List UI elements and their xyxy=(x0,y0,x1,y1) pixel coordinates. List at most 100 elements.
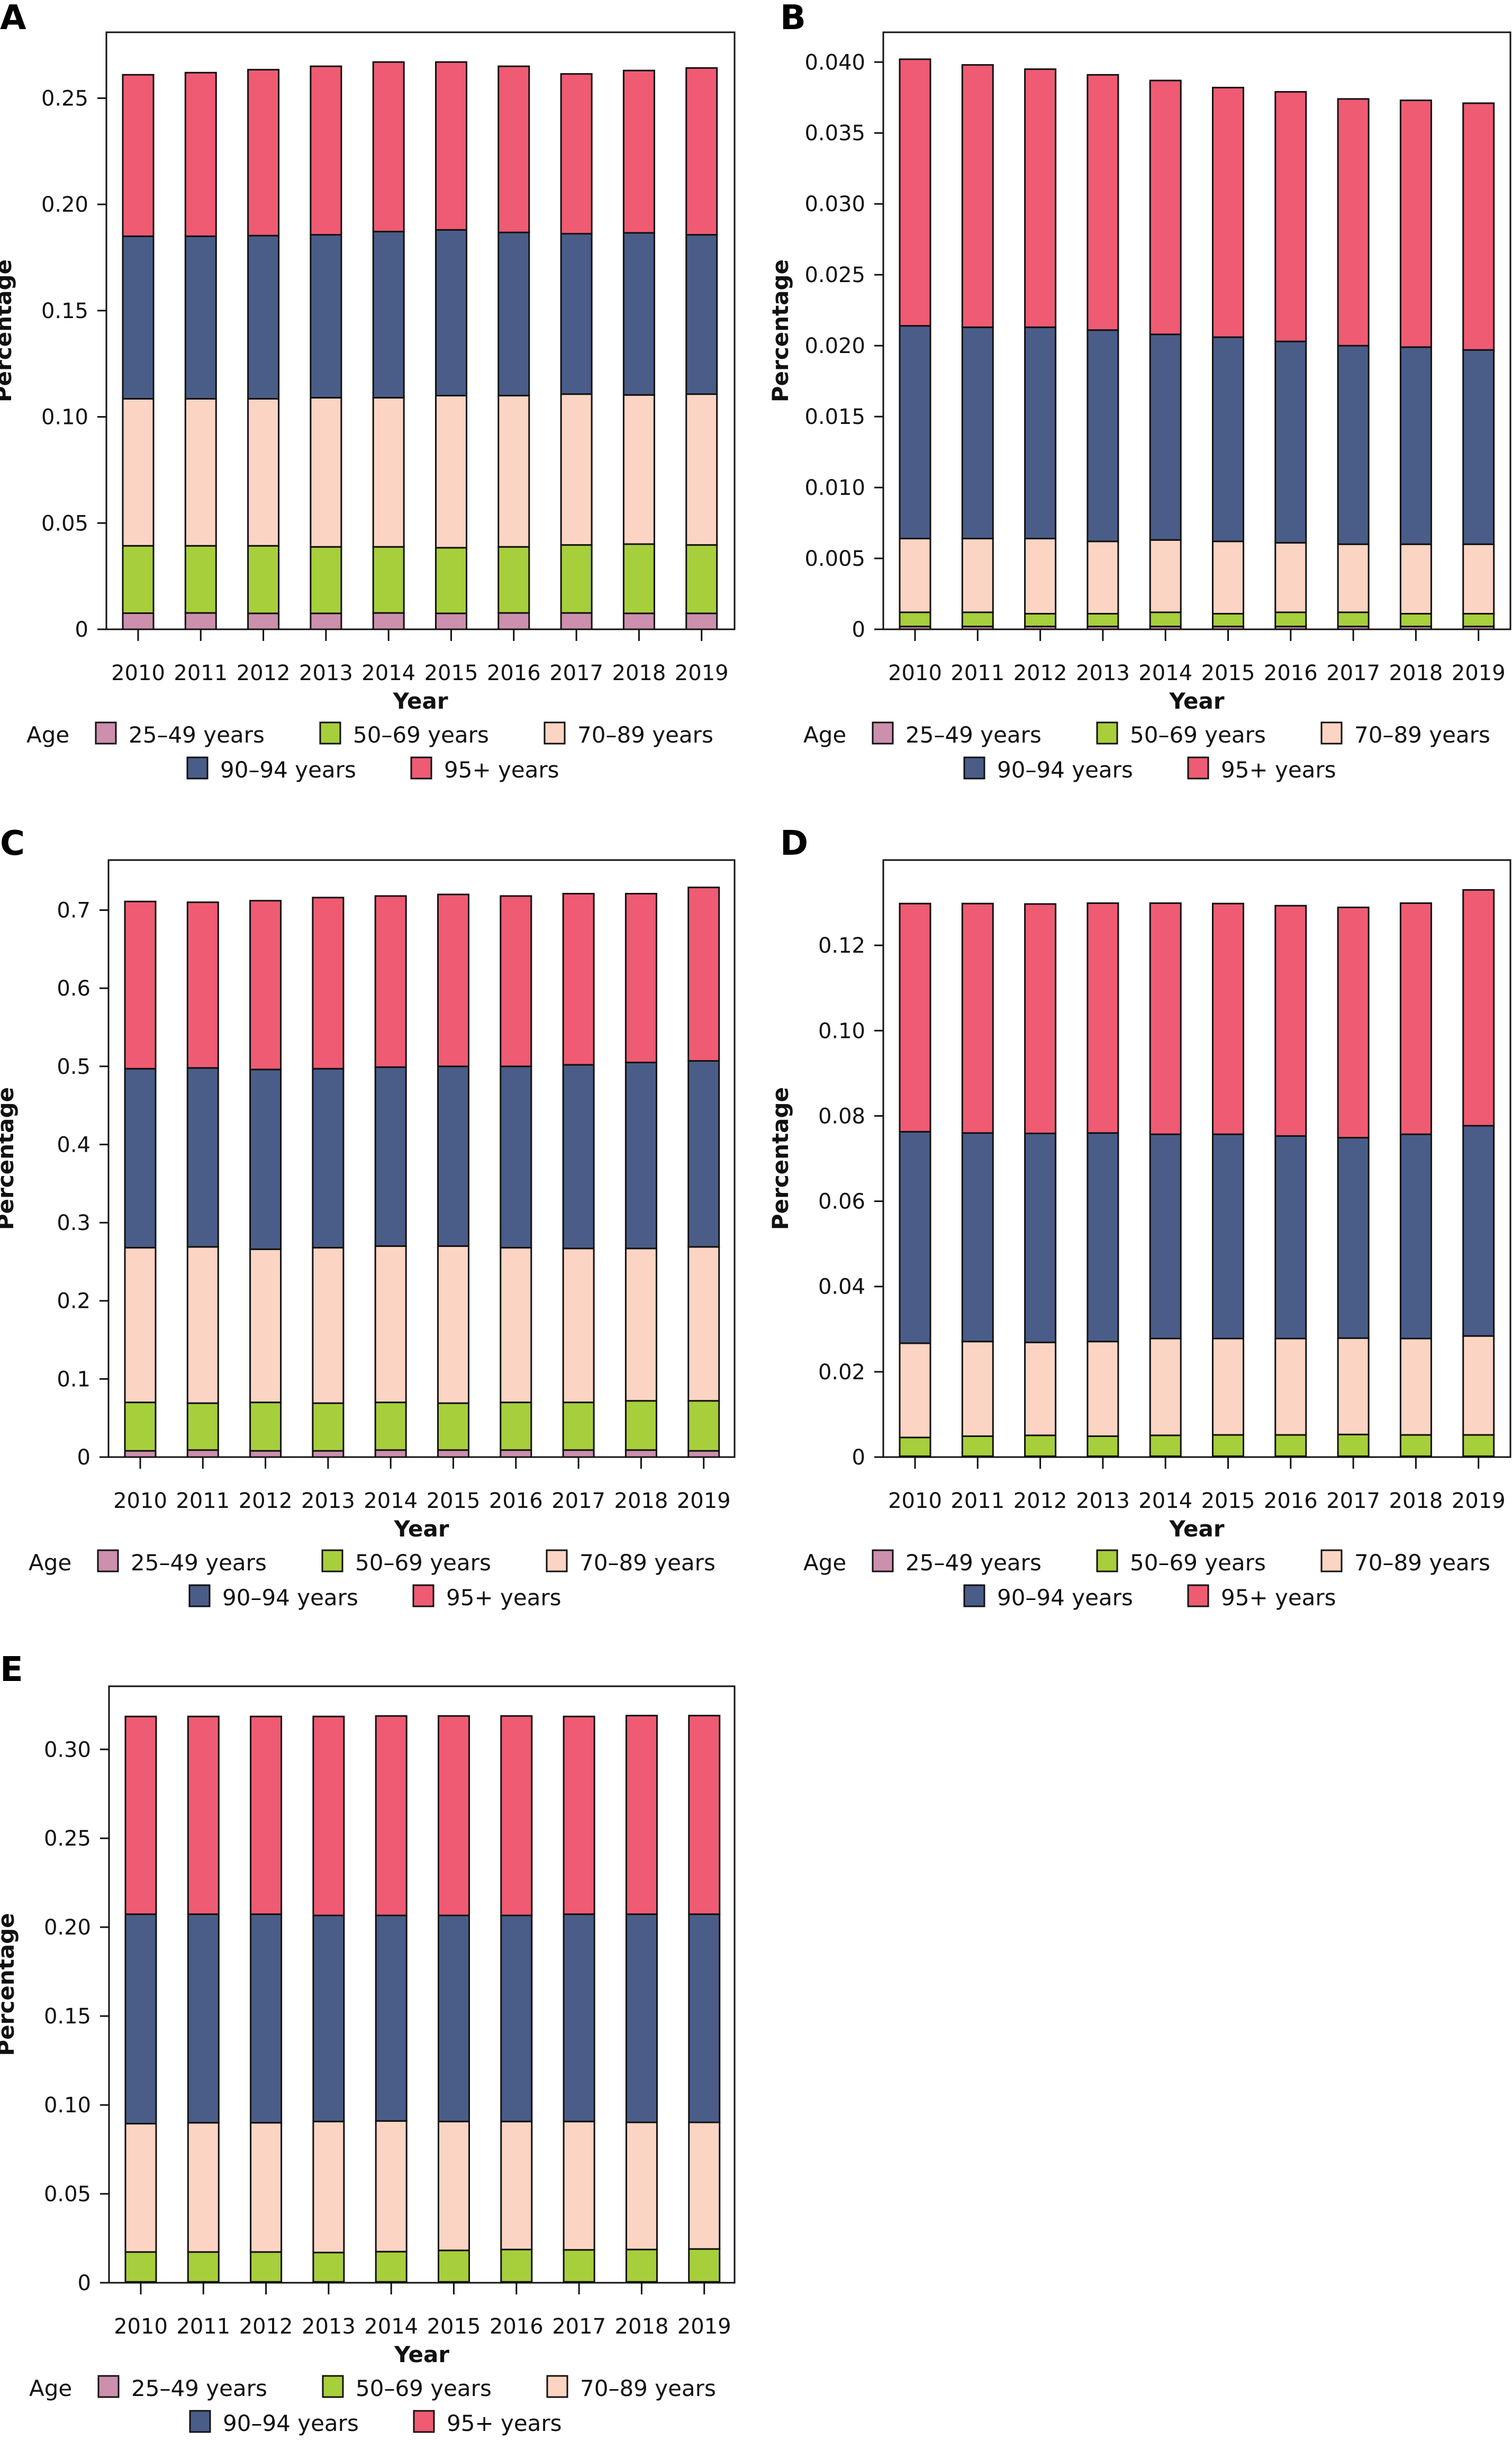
bar-segment-70-89 xyxy=(1399,543,1432,615)
legend-swatch xyxy=(963,1584,985,1607)
bar-2012 xyxy=(1024,68,1057,630)
bar-segment-90-94 xyxy=(961,326,994,540)
legend-swatch xyxy=(1187,1584,1209,1607)
legend-swatch xyxy=(410,756,432,780)
bar-segment-50-69 xyxy=(312,1402,345,1452)
legend: Age 25–49 years 50–69 years 70–89 years 90–9… xyxy=(26,721,713,783)
bar-segment-50-69 xyxy=(186,1402,219,1451)
panel-c: C 2010 2011 2012 2013 2014 2015 2016 2017 2018 201… xyxy=(0,824,736,1611)
legend-swatch xyxy=(963,756,985,780)
bar-2019 xyxy=(1462,889,1495,1458)
panel-letter: B xyxy=(780,0,806,38)
bar-2012 xyxy=(249,900,282,1458)
bar-segment-70-89 xyxy=(375,2120,408,2253)
bar-segment-50-69 xyxy=(184,545,217,614)
bar-segment-50-69 xyxy=(563,2249,595,2283)
x-tick-label: 2014 xyxy=(364,1489,418,1513)
bar-segment-25-49 xyxy=(312,1450,345,1458)
legend-swatch xyxy=(412,1584,434,1607)
bar-segment-25-49 xyxy=(249,1450,282,1458)
legend-swatch xyxy=(1187,756,1209,780)
legend-swatch xyxy=(189,2410,211,2433)
x-tick-label: 2014 xyxy=(361,661,415,685)
y-tick-label: 0.12 xyxy=(818,934,865,958)
bar-segment-90-94 xyxy=(247,234,280,400)
bar-2014 xyxy=(1149,902,1182,1458)
legend-item-25-49: 25–49 years xyxy=(872,1549,1042,1576)
legend: Age 25–49 years 50–69 years 70–89 years 90–9… xyxy=(803,721,1490,783)
bar-segment-90-94 xyxy=(187,1913,220,2124)
legend-label: 90–94 years xyxy=(997,1585,1133,1611)
bar-2016 xyxy=(500,1715,533,2284)
bar-2013 xyxy=(310,65,342,630)
y-tick-label: 0.10 xyxy=(41,405,88,430)
bar-segment-70-89 xyxy=(372,396,405,548)
x-tick-label: 2019 xyxy=(1452,661,1506,685)
bar-segment-50-69 xyxy=(560,544,593,614)
bar-segment-70-89 xyxy=(187,2122,220,2253)
bar-segment-70-89 xyxy=(687,1246,720,1402)
legend-item-50-69: 50–69 years xyxy=(321,1549,491,1576)
bar-segment-50-69 xyxy=(899,1436,931,1457)
bar-segment-70-89 xyxy=(438,2120,470,2252)
bar-segment-25-49 xyxy=(687,1450,720,1458)
bar-segment-90-94 xyxy=(497,231,530,396)
bar-segment-50-69 xyxy=(122,545,155,614)
bar-segment-90-94 xyxy=(961,1132,994,1343)
bar-segment-70-89 xyxy=(124,2122,157,2253)
panel-a: A 2010 2011 2012 2013 2014 2015 2016 2017 2018 201… xyxy=(0,0,736,783)
legend-title: Age xyxy=(29,1550,71,1576)
bar-2010 xyxy=(124,900,157,1458)
bar-segment-50-69 xyxy=(1087,613,1119,628)
bar-2015 xyxy=(437,893,469,1458)
legend-label: 90–94 years xyxy=(222,1585,358,1611)
bar-segment-70-89 xyxy=(622,394,655,545)
bar-segment-25-49 xyxy=(122,612,155,630)
bar-segment-25-49 xyxy=(186,1449,219,1458)
y-axis-title: Percentage xyxy=(767,1087,793,1230)
legend-label: 50–69 years xyxy=(1130,722,1266,748)
bar-segment-95+ xyxy=(312,897,345,1070)
bar-segment-25-49 xyxy=(624,1449,657,1458)
x-tick-label: 2012 xyxy=(1013,661,1067,685)
y-tick-label: 0.04 xyxy=(818,1275,865,1299)
bar-segment-95+ xyxy=(375,1715,408,1916)
legend-item-95+: 95+ years xyxy=(410,756,559,783)
legend-item-95+: 95+ years xyxy=(412,1584,562,1611)
y-tick-label: 0 xyxy=(852,618,865,642)
bar-segment-95+ xyxy=(1024,903,1057,1134)
legend-label: 95+ years xyxy=(447,2410,562,2436)
bar-segment-70-89 xyxy=(1462,543,1495,615)
bar-2018 xyxy=(624,892,657,1458)
x-axis-title: Year xyxy=(394,2341,449,2367)
bar-segment-50-69 xyxy=(1462,613,1495,628)
bar-2016 xyxy=(497,65,530,630)
bar-2015 xyxy=(435,61,467,630)
bar-segment-95+ xyxy=(685,67,718,236)
bar-2012 xyxy=(250,1715,283,2284)
bar-2013 xyxy=(1087,902,1119,1458)
bar-segment-70-89 xyxy=(688,2121,721,2250)
legend-title: Age xyxy=(803,1550,846,1576)
bar-2014 xyxy=(374,895,407,1458)
legend-item-90-94: 90–94 years xyxy=(963,756,1133,783)
x-axis-title: Year xyxy=(1169,1516,1224,1542)
bar-segment-70-89 xyxy=(435,394,467,549)
bar-segment-70-89 xyxy=(1087,1341,1119,1438)
legend-item-70-89: 70–89 years xyxy=(546,2375,716,2401)
bar-segment-90-94 xyxy=(312,1068,345,1249)
bar-segment-70-89 xyxy=(624,1247,657,1402)
x-tick-label: 2011 xyxy=(950,661,1004,685)
bar-segment-90-94 xyxy=(1149,333,1182,541)
x-tick-label: 2019 xyxy=(675,661,729,685)
bar-segment-25-49 xyxy=(500,1449,532,1458)
x-tick-label: 2019 xyxy=(677,1489,731,1513)
legend-swatch xyxy=(1320,1549,1343,1572)
bar-segment-25-49 xyxy=(622,612,655,630)
y-tick-label: 0.05 xyxy=(44,2182,91,2207)
bar-2019 xyxy=(1462,102,1495,630)
y-tick-label: 0.030 xyxy=(804,192,865,216)
x-tick-label: 2017 xyxy=(551,1489,605,1513)
bar-segment-90-94 xyxy=(312,1914,345,2122)
